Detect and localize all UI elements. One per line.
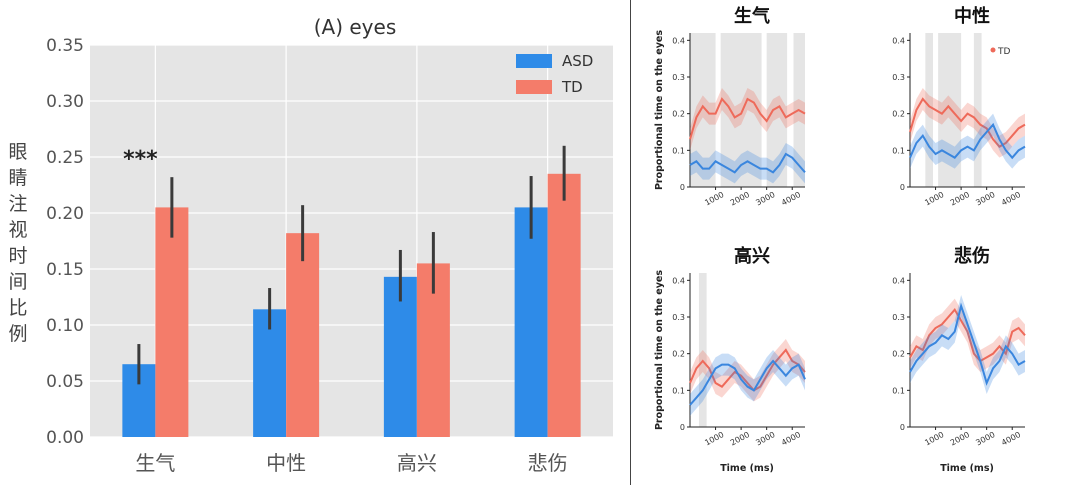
- series-line-td: [909, 97, 1026, 148]
- y-tick-label: 0.2: [892, 110, 905, 119]
- chart-title: (A) eyes: [314, 15, 397, 39]
- y-tick-label: 0.3: [892, 313, 905, 322]
- x-tick-label: 2000: [729, 190, 751, 208]
- bar-asd: [383, 276, 417, 437]
- series-line-td: [909, 307, 1026, 363]
- error-band-td: [690, 88, 805, 151]
- y-tick-label: 0.1: [892, 146, 905, 155]
- series-line-td: [689, 348, 806, 392]
- x-tick-label: 3000: [974, 190, 996, 208]
- x-tick-label: 2000: [729, 430, 751, 448]
- significance-region: [925, 33, 933, 187]
- y-tick-label: 0.00: [46, 428, 84, 448]
- line-chart-sad: 悲伤 0 0.1 0.2 0.3 0.4 1000 2000 3000 4000 Time (ms): [892, 245, 1026, 474]
- line-chart-angry: 生气 0 0.1 0.2 0.3 0.4 1000 2000 3000 4000 Proportio…: [654, 5, 806, 208]
- x-tick-label: 4000: [780, 430, 802, 448]
- y-tick-label: 0.1: [672, 146, 685, 155]
- x-tick-label: 4000: [1000, 430, 1022, 448]
- bar-td: [155, 207, 189, 437]
- error-band-td: [910, 88, 1025, 158]
- x-tick-label: 3000: [974, 430, 996, 448]
- bar-chart-eyes: 0.00 0.05 0.10 0.15 0.20 0.25 0.30 0.35 生气 中性 高兴 悲伤…: [8, 15, 613, 475]
- significance-region: [973, 33, 982, 187]
- legend-label-td: TD: [561, 78, 583, 96]
- significance-region: [690, 33, 716, 187]
- y-tick-label: 0.4: [892, 36, 905, 45]
- y-tick-label: 0.3: [892, 73, 905, 82]
- y-tick-label: 0.4: [892, 276, 905, 285]
- series-line-asd: [689, 152, 806, 174]
- panel-title: 悲伤: [954, 245, 990, 267]
- series-line-asd: [909, 122, 1026, 160]
- y-tick-label: 0.1: [892, 386, 905, 395]
- y-tick-label: 0.20: [46, 204, 84, 224]
- error-band-asd: [910, 295, 1025, 394]
- x-tick-label: 高兴: [397, 451, 437, 475]
- x-axis-label: Time (ms): [720, 463, 774, 474]
- x-tick-label: 1000: [923, 430, 945, 448]
- error-band-td: [910, 298, 1025, 372]
- x-tick-label: 生气: [135, 451, 175, 475]
- y-tick-label: 0.35: [46, 36, 84, 56]
- significance-region: [766, 33, 788, 187]
- bar-asd: [253, 309, 287, 437]
- panel-title: 中性: [954, 5, 990, 27]
- y-tick-label: 0.30: [46, 92, 84, 112]
- y-tick-label: 0: [900, 423, 905, 432]
- x-tick-label: 1000: [703, 430, 725, 448]
- error-band-asd: [690, 143, 805, 184]
- x-tick-label: 中性: [266, 451, 306, 475]
- legend-marker: [990, 47, 996, 53]
- x-tick-label: 悲伤: [528, 451, 568, 475]
- y-tick-label: 0.3: [672, 73, 685, 82]
- line-chart-happy: 高兴 0 0.1 0.2 0.3 0.4 1000 2000 3000 4000 Proportio…: [654, 245, 806, 474]
- x-tick-label: 3000: [754, 190, 776, 208]
- x-tick-label: 3000: [754, 430, 776, 448]
- significance-region: [938, 33, 962, 187]
- series-line-asd: [909, 302, 1026, 386]
- series-line-td: [689, 97, 806, 140]
- x-tick-label: 4000: [780, 190, 802, 208]
- x-tick-label: 1000: [923, 190, 945, 208]
- x-tick-label: 4000: [1000, 190, 1022, 208]
- y-tick-label: 0.2: [672, 110, 685, 119]
- line-chart-neutral: 中性 0 0.1 0.2 0.3 0.4 1000 2000 3000 4000 TD: [892, 5, 1026, 208]
- series-line-asd: [689, 359, 806, 406]
- panel-title: 高兴: [734, 245, 770, 267]
- y-axis-label: Proportional time on the eyes: [654, 30, 665, 190]
- legend-label-asd: ASD: [562, 52, 593, 70]
- error-band-asd: [910, 113, 1025, 169]
- y-axis-label: Proportional time on the eyes: [654, 270, 665, 430]
- x-tick-label: 1000: [703, 190, 725, 208]
- x-tick-label: 2000: [949, 430, 971, 448]
- y-tick-label: 0: [680, 183, 685, 192]
- y-tick-label: 0.4: [672, 276, 685, 285]
- y-tick-label: 0.05: [46, 372, 84, 392]
- y-tick-label: 0.2: [892, 350, 905, 359]
- panel-divider: [630, 0, 631, 485]
- y-tick-label: 0.3: [672, 313, 685, 322]
- y-tick-label: 0: [900, 183, 905, 192]
- panel-title: 生气: [734, 5, 770, 27]
- y-tick-label: 0: [680, 423, 685, 432]
- legend-swatch-td: [516, 80, 552, 94]
- bar-asd: [514, 207, 548, 437]
- y-axis-label: 眼睛注视时间比例: [8, 141, 27, 345]
- y-tick-label: 0.15: [46, 260, 84, 280]
- y-tick-label: 0.2: [672, 350, 685, 359]
- y-tick-label: 0.1: [672, 386, 685, 395]
- bar-td: [286, 233, 320, 437]
- legend-label: TD: [997, 47, 1010, 57]
- bar-td: [547, 173, 581, 438]
- x-tick-label: 2000: [949, 190, 971, 208]
- significance-stars: ***: [123, 147, 158, 172]
- y-tick-label: 0.4: [672, 36, 685, 45]
- y-tick-label: 0.25: [46, 148, 84, 168]
- significance-region: [720, 33, 762, 187]
- x-axis-label: Time (ms): [940, 463, 994, 474]
- significance-region: [698, 273, 707, 427]
- y-tick-label: 0.10: [46, 316, 84, 336]
- legend-swatch-asd: [516, 54, 552, 68]
